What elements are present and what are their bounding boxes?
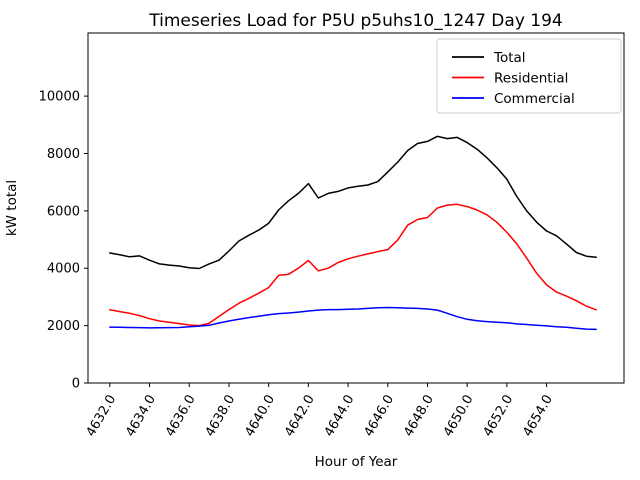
- x-tick-label: 4638.0: [203, 393, 239, 440]
- y-tick-label: 10000: [39, 90, 80, 105]
- y-tick-label: 8000: [47, 147, 80, 162]
- x-tick-label: 4648.0: [401, 393, 437, 440]
- series-line-residential: [109, 203, 597, 327]
- chart-title: Timeseries Load for P5U p5uhs10_1247 Day…: [148, 11, 562, 31]
- x-tick-label: 4640.0: [242, 393, 278, 440]
- y-tick-label: 0: [72, 377, 80, 392]
- legend-label-total: Total: [493, 50, 526, 66]
- x-tick-label: 4650.0: [441, 393, 477, 440]
- x-tick-label: 4632.0: [84, 393, 120, 440]
- legend-label-residential: Residential: [494, 70, 568, 86]
- x-tick-label: 4636.0: [163, 393, 199, 440]
- y-tick-label: 6000: [47, 204, 80, 219]
- y-axis-label: kW total: [4, 180, 20, 236]
- plot-area: 0 2000 4000 6000 8000 10000 4632.0 4634.0 4636.0…: [39, 32, 625, 440]
- series-line-commercial: [109, 306, 597, 331]
- plot-frame: [87, 32, 625, 384]
- x-tick-label: 4642.0: [282, 393, 318, 440]
- y-tick-label: 4000: [47, 262, 80, 277]
- x-tick-label: 4644.0: [322, 393, 358, 440]
- x-tick-label: 4652.0: [481, 393, 517, 440]
- x-tick-label: 4654.0: [520, 393, 556, 440]
- series-line-total: [109, 135, 597, 270]
- x-tick-label: 4634.0: [123, 393, 159, 440]
- y-tick-label: 2000: [47, 319, 80, 334]
- legend-label-commercial: Commercial: [494, 91, 575, 107]
- x-tick-label: 4646.0: [361, 393, 397, 440]
- x-axis-label: Hour of Year: [315, 454, 398, 470]
